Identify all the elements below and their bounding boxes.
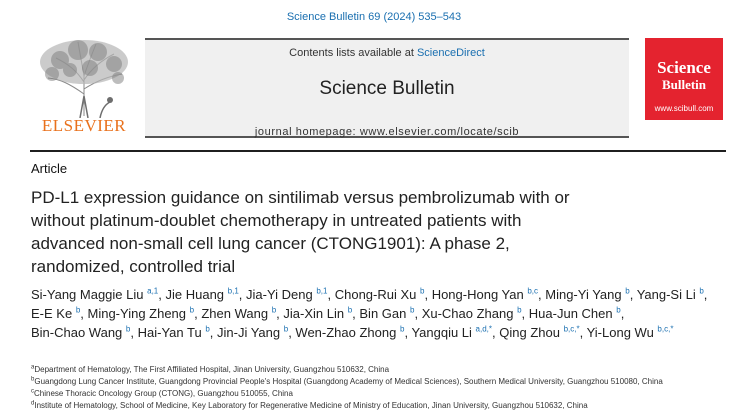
title-line: PD-L1 expression guidance on sintilimab … — [31, 188, 570, 207]
author-affiliation-marker[interactable]: b,c — [527, 286, 539, 296]
cover-title-line1: Science — [657, 58, 711, 77]
cover-url: www.scibull.com — [654, 104, 714, 113]
author-name-text: Ming-Yi Yang — [545, 287, 622, 302]
author-name-text: Jie Huang — [165, 287, 225, 302]
affiliation-marker: c — [31, 388, 34, 395]
contents-availability: Contents lists available at ScienceDirec… — [145, 47, 629, 59]
elsevier-wordmark: ELSEVIER — [41, 116, 127, 135]
affiliation-marker: a — [31, 364, 35, 371]
affiliation-item: cChinese Thoracic Oncology Group (CTONG)… — [31, 388, 731, 400]
author-name[interactable]: Qing Zhou b,c,* — [499, 325, 579, 340]
author-name[interactable]: Yi-Long Wu b,c,* — [587, 325, 674, 340]
author-affiliation-marker[interactable]: b,c,* — [657, 324, 674, 334]
author-name[interactable]: Yangqiu Li a,d,* — [411, 325, 492, 340]
contents-prefix: Contents lists available at — [289, 47, 417, 59]
author-affiliation-marker[interactable]: b — [189, 305, 195, 315]
author-name-text: Wen-Zhao Zhong — [295, 325, 397, 340]
author-name[interactable]: Bin-Chao Wang b — [31, 325, 130, 340]
header-divider — [30, 150, 726, 152]
author-name-text: Si-Yang Maggie Liu — [31, 287, 144, 302]
author-name-text: Jia-Xin Lin — [283, 306, 345, 321]
article-type: Article — [31, 161, 68, 176]
author-list: Si-Yang Maggie Liu a,1, Jie Huang b,1, J… — [31, 286, 708, 340]
affiliation-text: Guangdong Lung Cancer Institute, Guangdo… — [34, 377, 663, 386]
author-name-text: E-E Ke — [31, 306, 73, 321]
author-name[interactable]: Hong-Hong Yan b,c — [432, 287, 538, 302]
author-name[interactable]: E-E Ke b — [31, 306, 80, 321]
author-name[interactable]: Zhen Wang b — [201, 306, 276, 321]
affiliation-text: Department of Hematology, The First Affi… — [34, 365, 390, 374]
author-affiliation-marker[interactable]: b — [205, 324, 210, 334]
author-affiliation-marker[interactable]: b — [283, 324, 289, 334]
author-affiliation-marker[interactable]: b — [625, 286, 630, 296]
author-affiliation-marker[interactable]: b,c,* — [563, 324, 580, 334]
author-affiliation-marker[interactable]: b — [125, 324, 131, 334]
affiliation-marker: d — [31, 400, 35, 407]
author-name-text: Ming-Ying Zheng — [87, 306, 187, 321]
author-name-text: Bin Gan — [359, 306, 407, 321]
author-name-text: Yi-Long Wu — [586, 325, 654, 340]
title-line: advanced non-small cell lung cancer (CTO… — [31, 234, 510, 253]
author-name-text: Jin-Ji Yang — [217, 325, 281, 340]
author-name-text: Bin-Chao Wang — [31, 325, 123, 340]
cover-title-line2: Bulletin — [661, 77, 707, 92]
elsevier-logo[interactable]: ELSEVIER — [30, 34, 138, 138]
sciencedirect-link[interactable]: ScienceDirect — [416, 47, 485, 59]
author-affiliation-marker[interactable]: b — [517, 305, 522, 315]
author-affiliation-marker[interactable]: b — [616, 305, 621, 315]
author-affiliation-marker[interactable]: b — [75, 305, 81, 315]
author-name[interactable]: Jia-Xin Lin b — [283, 306, 352, 321]
author-name[interactable]: Chong-Rui Xu b — [335, 287, 425, 302]
author-name-text: Qing Zhou — [499, 325, 560, 340]
affiliation-text: Chinese Thoracic Oncology Group (CTONG),… — [34, 389, 293, 398]
author-name-text: Hai-Yan Tu — [137, 325, 202, 340]
author-name[interactable]: Ming-Ying Zheng b — [88, 306, 195, 321]
author-name[interactable]: Yang-Si Li b — [637, 287, 704, 302]
author-name[interactable]: Hai-Yan Tu b — [138, 325, 210, 340]
author-name[interactable]: Ming-Yi Yang b — [545, 287, 629, 302]
author-affiliation-marker[interactable]: b — [399, 324, 405, 334]
author-name-text: Hong-Hong Yan — [431, 287, 524, 302]
author-name[interactable]: Xu-Chao Zhang b — [422, 306, 522, 321]
author-affiliation-marker[interactable]: b — [420, 286, 425, 296]
author-affiliation-marker[interactable]: b — [347, 305, 353, 315]
author-affiliation-marker[interactable]: a,1 — [147, 286, 159, 296]
author-affiliation-marker[interactable]: a,d,* — [475, 324, 493, 334]
affiliation-list: aDepartment of Hematology, The First Aff… — [31, 364, 731, 412]
affiliation-text: Institute of Hematology, School of Medic… — [34, 401, 588, 410]
affiliation-item: dInstitute of Hematology, School of Medi… — [31, 400, 731, 412]
affiliation-item: aDepartment of Hematology, The First Aff… — [31, 364, 731, 376]
journal-title: Science Bulletin — [319, 78, 455, 99]
author-name-text: Yang-Si Li — [636, 287, 696, 302]
affiliation-marker: b — [31, 376, 35, 383]
author-affiliation-marker[interactable]: b — [699, 286, 704, 296]
author-affiliation-marker[interactable]: b — [410, 305, 415, 315]
author-name-text: Zhen Wang — [201, 306, 269, 321]
affiliation-item: bGuangdong Lung Cancer Institute, Guangd… — [31, 376, 731, 388]
author-name[interactable]: Wen-Zhao Zhong b — [295, 325, 404, 340]
author-name-text: Yangqiu Li — [411, 325, 472, 340]
journal-homepage[interactable]: journal homepage: www.elsevier.com/locat… — [254, 126, 520, 138]
journal-citation-link[interactable]: Science Bulletin 69 (2024) 535–543 — [286, 11, 462, 23]
journal-masthead: Contents lists available at ScienceDirec… — [145, 38, 629, 138]
author-name[interactable]: Jia-Yi Deng b,1 — [246, 287, 327, 302]
author-name[interactable]: Bin Gan b — [359, 306, 414, 321]
author-name[interactable]: Hua-Jun Chen b — [529, 306, 621, 321]
title-line: randomized, controlled trial — [31, 257, 236, 276]
author-name[interactable]: Jie Huang b,1 — [165, 287, 238, 302]
author-name-text: Hua-Jun Chen — [528, 306, 613, 321]
author-affiliation-marker[interactable]: b,1 — [227, 286, 239, 296]
author-affiliation-marker[interactable]: b,1 — [316, 286, 328, 296]
journal-header: ELSEVIER Contents lists available at Sci… — [30, 34, 726, 142]
author-name[interactable]: Jin-Ji Yang b — [217, 325, 288, 340]
article-title: PD-L1 expression guidance on sintilimab … — [31, 186, 721, 278]
journal-cover-image[interactable]: Science Bulletin www.scibull.com — [645, 38, 723, 120]
author-name-text: Jia-Yi Deng — [246, 287, 313, 302]
author-name[interactable]: Si-Yang Maggie Liu a,1 — [31, 287, 158, 302]
elsevier-tree-icon — [30, 34, 138, 119]
title-line: without platinum-doublet chemotherapy in… — [31, 211, 522, 230]
author-name-text: Chong-Rui Xu — [334, 287, 417, 302]
author-name-text: Xu-Chao Zhang — [421, 306, 514, 321]
author-affiliation-marker[interactable]: b — [271, 305, 277, 315]
